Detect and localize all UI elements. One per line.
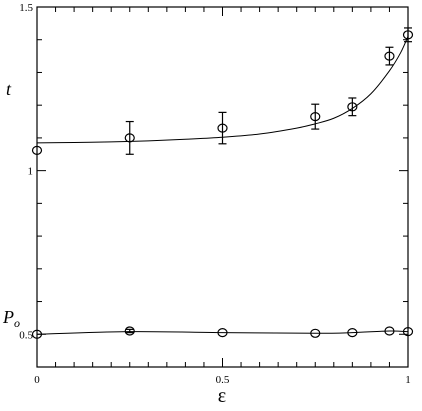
data-point-po [347, 328, 358, 338]
x-tick-label: 1 [405, 374, 411, 386]
data-point-po [402, 327, 414, 337]
error-bars [125, 27, 412, 334]
data-point-t [124, 133, 135, 143]
y-tick-label: 0.5 [19, 329, 33, 341]
data-point-po [31, 329, 43, 339]
chart-labels: t Po ε [2, 79, 226, 407]
data-point-po [310, 328, 321, 338]
axis-ticks: 0.5 1 1.5 0 0.5 1 [19, 2, 411, 386]
series-label-po: Po [2, 307, 20, 330]
plot-frame [36, 6, 409, 368]
data-point-t [310, 112, 321, 122]
fit-curve-1 [36, 330, 409, 335]
data-points [31, 30, 414, 339]
fit-curves [36, 36, 409, 335]
data-point-po [384, 326, 395, 336]
data-point-po [124, 326, 135, 336]
x-tick-label: 0 [34, 374, 40, 386]
data-point-t [347, 102, 358, 112]
data-point-t [217, 123, 228, 133]
x-axis-label: ε [218, 385, 226, 406]
fit-curve-0 [36, 36, 409, 144]
series-label-t: t [6, 79, 12, 99]
data-point-t [31, 145, 43, 155]
data-point-t [402, 30, 414, 40]
data-point-t [384, 51, 395, 61]
x-tick-label: 0.5 [216, 374, 230, 386]
data-point-po [217, 328, 228, 338]
y-tick-label: 1 [28, 166, 34, 178]
y-tick-label: 1.5 [19, 2, 33, 14]
